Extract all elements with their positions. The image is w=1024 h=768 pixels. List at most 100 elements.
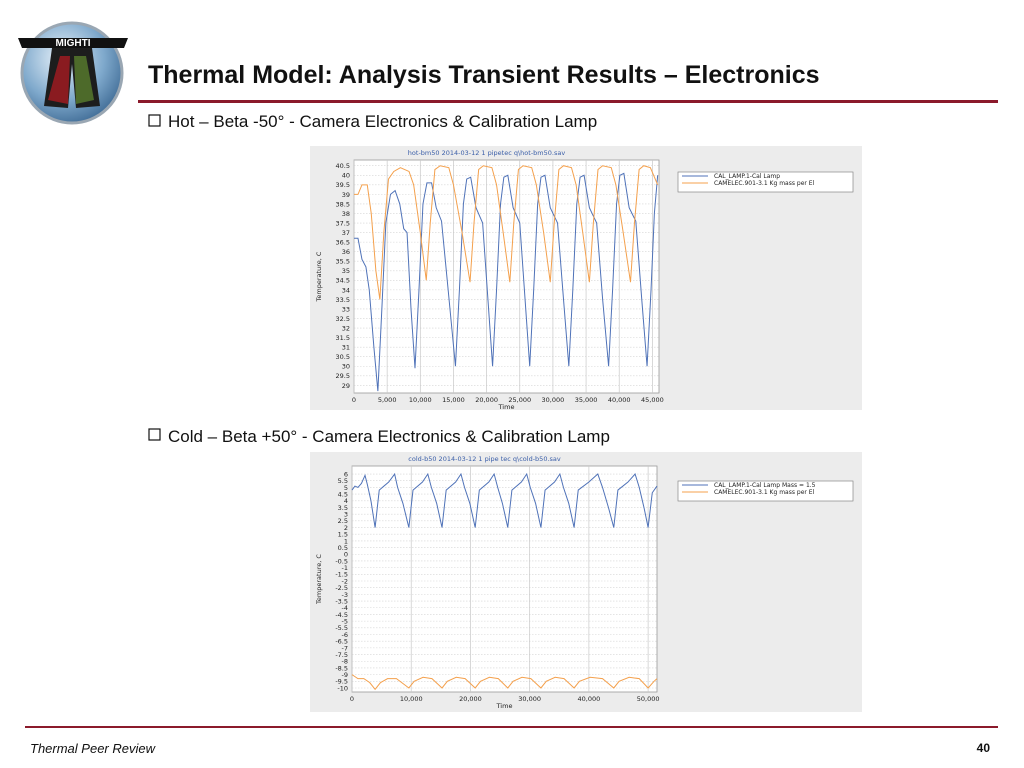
y-tick-label: -5 bbox=[342, 618, 348, 626]
y-tick-label: 40.5 bbox=[336, 162, 350, 170]
y-tick-label: 38 bbox=[342, 210, 350, 218]
x-tick-label: 0 bbox=[350, 695, 354, 703]
y-tick-label: 5 bbox=[344, 484, 348, 492]
y-tick-label: 36 bbox=[342, 248, 350, 256]
legend-label: CAMELEC.901-3.1 Kg mass per El bbox=[714, 489, 815, 496]
chart: hot-bm50 2014-03-12 1 pipetec q\hot-bm50… bbox=[310, 146, 862, 411]
logo: MIGHTI bbox=[18, 21, 128, 125]
slide-title: Thermal Model: Analysis Transient Result… bbox=[148, 61, 820, 89]
y-tick-label: -6.5 bbox=[335, 638, 348, 646]
x-tick-label: 40,000 bbox=[578, 695, 601, 703]
y-axis-label: Temperature, C bbox=[315, 554, 323, 605]
y-tick-label: 35 bbox=[342, 267, 350, 275]
y-tick-label: 40 bbox=[342, 172, 350, 180]
y-tick-label: 34.5 bbox=[336, 277, 350, 285]
y-tick-label: -9 bbox=[342, 671, 348, 679]
chart-title: hot-bm50 2014-03-12 1 pipetec q\hot-bm50… bbox=[408, 149, 566, 157]
y-tick-label: 32 bbox=[342, 324, 350, 332]
y-tick-label: 0 bbox=[344, 551, 348, 559]
bullet-text: Hot – Beta -50° - Camera Electronics & C… bbox=[168, 112, 597, 131]
legend-label: CAL_LAMP.1-Cal Lamp Mass = 1.5 bbox=[714, 482, 816, 489]
x-tick-label: 30,000 bbox=[542, 396, 565, 404]
logo-text: MIGHTI bbox=[56, 38, 91, 49]
y-tick-label: 39.5 bbox=[336, 181, 350, 189]
y-axis-label: Temperature, C bbox=[315, 251, 323, 302]
y-tick-label: 6 bbox=[344, 470, 348, 478]
bullet-box bbox=[148, 114, 161, 127]
title-rule bbox=[138, 100, 998, 103]
x-axis-label: Time bbox=[498, 403, 515, 411]
y-tick-label: 0.5 bbox=[338, 544, 348, 552]
y-tick-label: -6 bbox=[342, 631, 348, 639]
x-axis-label: Time bbox=[496, 702, 513, 710]
y-tick-label: -8 bbox=[342, 658, 348, 666]
page-number: 40 bbox=[977, 741, 991, 755]
data-line bbox=[354, 165, 659, 300]
y-tick-label: 30 bbox=[342, 363, 350, 371]
y-tick-label: 29 bbox=[342, 382, 350, 390]
logo-green bbox=[74, 56, 94, 104]
logo-red bbox=[48, 56, 70, 104]
x-tick-label: 10,000 bbox=[409, 396, 432, 404]
y-tick-label: -9.5 bbox=[335, 678, 348, 686]
y-tick-label: -4 bbox=[342, 604, 348, 612]
legend-label: CAL_LAMP.1-Cal Lamp bbox=[714, 173, 780, 180]
y-tick-label: -7.5 bbox=[335, 651, 348, 659]
x-tick-label: 10,000 bbox=[400, 695, 423, 703]
y-tick-label: -3 bbox=[342, 591, 348, 599]
y-tick-label: 36.5 bbox=[336, 239, 350, 247]
y-tick-label: 33.5 bbox=[336, 296, 350, 304]
y-tick-label: 2.5 bbox=[338, 517, 348, 525]
y-tick-label: 4 bbox=[344, 497, 348, 505]
data-line bbox=[351, 472, 658, 528]
y-tick-label: 31.5 bbox=[336, 334, 350, 342]
y-tick-label: 34 bbox=[342, 286, 350, 294]
y-tick-label: -2 bbox=[342, 577, 348, 585]
x-tick-label: 25,000 bbox=[508, 396, 531, 404]
y-tick-label: 37.5 bbox=[336, 219, 350, 227]
legend-label: CAMELEC.901-3.1 Kg mass per El bbox=[714, 180, 815, 187]
data-line bbox=[354, 172, 659, 392]
y-tick-label: 33 bbox=[342, 305, 350, 313]
legend-box bbox=[677, 171, 854, 193]
y-tick-label: 38.5 bbox=[336, 200, 350, 208]
y-tick-label: 31 bbox=[342, 344, 350, 352]
x-tick-label: 50,000 bbox=[637, 695, 660, 703]
y-tick-label: -4.5 bbox=[335, 611, 348, 619]
y-tick-label: -10 bbox=[337, 684, 348, 692]
y-tick-label: 3 bbox=[344, 511, 348, 519]
bullet-text: Cold – Beta +50° - Camera Electronics & … bbox=[168, 427, 610, 446]
plot-area bbox=[353, 159, 660, 394]
y-tick-label: 39 bbox=[342, 191, 350, 199]
x-tick-label: 30,000 bbox=[518, 695, 541, 703]
x-tick-label: 40,000 bbox=[608, 396, 631, 404]
y-tick-label: 35.5 bbox=[336, 258, 350, 266]
y-tick-label: 1.5 bbox=[338, 531, 348, 539]
plot-area bbox=[351, 465, 658, 693]
x-tick-label: 15,000 bbox=[442, 396, 465, 404]
y-tick-label: -2.5 bbox=[335, 584, 348, 592]
y-tick-label: 30.5 bbox=[336, 353, 350, 361]
bullet-box bbox=[148, 428, 161, 441]
y-tick-label: -1.5 bbox=[335, 571, 348, 579]
y-tick-label: 1 bbox=[344, 537, 348, 545]
x-tick-label: 20,000 bbox=[459, 695, 482, 703]
y-tick-label: 32.5 bbox=[336, 315, 350, 323]
y-tick-label: -5.5 bbox=[335, 624, 348, 632]
footer-text: Thermal Peer Review bbox=[30, 741, 157, 756]
data-line bbox=[351, 674, 658, 691]
y-tick-label: -8.5 bbox=[335, 664, 348, 672]
y-tick-label: 4.5 bbox=[338, 490, 348, 498]
y-tick-label: -0.5 bbox=[335, 557, 348, 565]
y-tick-label: 29.5 bbox=[336, 372, 350, 380]
logo-bar bbox=[18, 38, 128, 48]
x-tick-label: 20,000 bbox=[475, 396, 498, 404]
x-tick-label: 35,000 bbox=[575, 396, 598, 404]
y-tick-label: -7 bbox=[342, 644, 348, 652]
footer-rule bbox=[25, 726, 998, 728]
y-tick-label: -1 bbox=[342, 564, 348, 572]
legend-box bbox=[677, 480, 854, 502]
y-tick-label: 3.5 bbox=[338, 504, 348, 512]
